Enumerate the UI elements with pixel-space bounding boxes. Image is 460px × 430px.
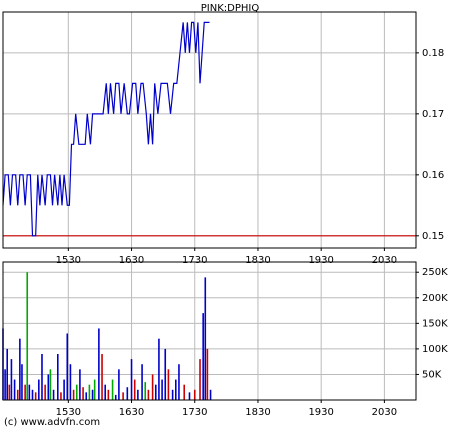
x-tick-label: 1730	[182, 255, 207, 266]
y-tick-label: 0.15	[422, 231, 444, 242]
footer: (c) www.advfn.com	[4, 417, 100, 428]
plot-frame	[2, 261, 417, 401]
x-tick-label: 1830	[245, 255, 270, 266]
x-tick-label: 1930	[308, 255, 333, 266]
chart-title: PINK:DPHIQ	[201, 3, 260, 14]
price-line	[2, 21, 210, 237]
x-tick-label: 1930	[308, 407, 333, 418]
x-tick-label: 1630	[119, 407, 144, 418]
x-tick-label: 1830	[245, 407, 270, 418]
y-tick-label: 150K	[422, 318, 448, 329]
x-tick-label: 1530	[56, 407, 81, 418]
y-tick-label: 100K	[422, 344, 448, 355]
x-tick-label: 2030	[372, 255, 397, 266]
plot-frame	[2, 11, 417, 249]
x-tick-label: 1730	[182, 407, 207, 418]
x-tick-label: 2030	[372, 407, 397, 418]
y-tick-label: 0.18	[422, 48, 444, 59]
y-tick-label: 50K	[422, 369, 442, 380]
y-tick-label: 0.17	[422, 109, 444, 120]
x-tick-label: 1630	[119, 255, 144, 266]
y-tick-label: 0.16	[422, 170, 444, 181]
y-tick-label: 250K	[422, 267, 448, 278]
y-tick-label: 200K	[422, 293, 448, 304]
x-tick-label: 1530	[56, 255, 81, 266]
